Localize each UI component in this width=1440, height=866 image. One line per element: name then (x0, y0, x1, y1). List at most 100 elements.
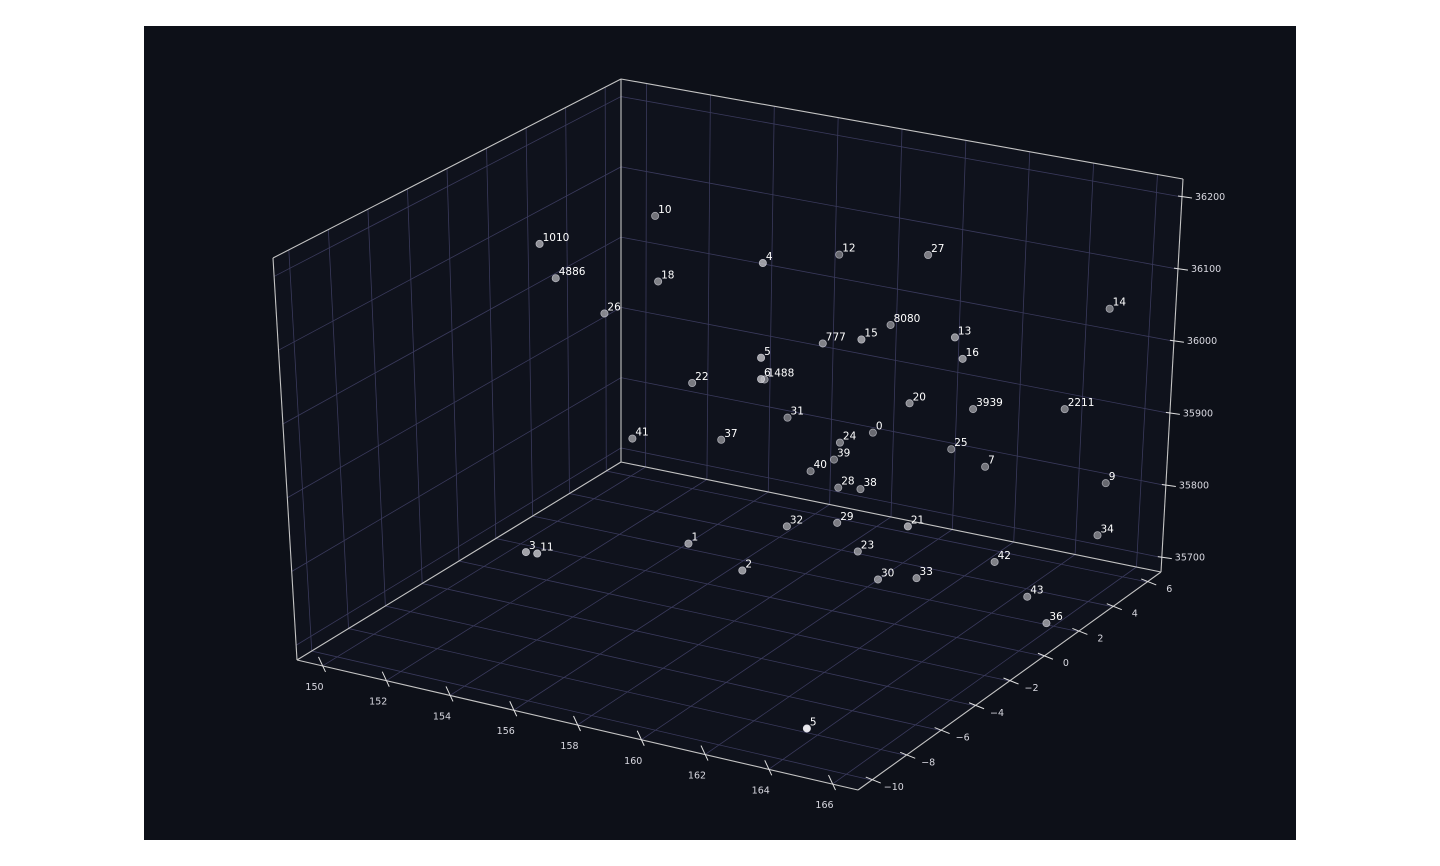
tick-labels: 150152154156158160162164166−10−8−6−4−202… (305, 192, 1225, 811)
z-tick-label: 35800 (1179, 480, 1209, 491)
x-tick (573, 715, 581, 732)
data-point-label: 38 (863, 477, 876, 489)
x-tick-label: 158 (560, 741, 578, 752)
x-tick (636, 730, 645, 746)
data-point-label: 40 (814, 459, 827, 471)
data-point-label: 11 (540, 542, 553, 554)
x-tick-label: 152 (369, 697, 387, 708)
x-tick-label: 160 (624, 756, 642, 767)
x-tick-label: 166 (815, 800, 833, 811)
data-point (924, 251, 933, 260)
data-point-label: 0 (876, 421, 883, 433)
x-tick (445, 686, 454, 702)
z-tick (1173, 267, 1189, 271)
data-point-label: 30 (881, 567, 894, 579)
data-point (950, 333, 959, 342)
data-point-label: 2 (745, 558, 752, 570)
x-tick-label: 154 (433, 711, 451, 722)
y-tick-label: −8 (921, 757, 935, 768)
x-tick-label: 162 (688, 771, 706, 782)
data-point-label: 13 (958, 325, 971, 337)
x-tick-label: 156 (497, 726, 515, 737)
data-point-label: 34 (1100, 523, 1114, 535)
z-tick-label: 36100 (1191, 264, 1221, 275)
y-tick (1072, 627, 1088, 635)
z-tick-label: 35900 (1183, 408, 1213, 419)
data-point-label: 26 (607, 301, 621, 313)
data-point (853, 547, 862, 556)
data-point (782, 522, 791, 531)
data-point-label: 4 (766, 251, 773, 263)
data-point-label: 18 (661, 269, 674, 281)
data-point (758, 259, 767, 268)
axis-edge (857, 571, 1162, 791)
x-tick-label: 150 (305, 682, 323, 693)
y-tick (1003, 677, 1019, 685)
data-point (905, 399, 914, 408)
data-point (1060, 405, 1069, 414)
data-point-label: 16 (966, 347, 980, 359)
x-tick (828, 774, 836, 791)
data-point (757, 375, 766, 384)
data-point-label: 1488 (768, 367, 795, 379)
data-point (628, 434, 637, 443)
data-point (521, 548, 530, 557)
data-point (835, 250, 844, 259)
z-tick (1157, 556, 1172, 560)
data-point-label: 8080 (894, 313, 921, 325)
x-tick (318, 656, 326, 673)
data-point-label: 33 (920, 566, 933, 578)
data-point (802, 724, 811, 733)
z-tick (1161, 483, 1176, 487)
data-point (886, 320, 895, 329)
data-point-label: 43 (1030, 585, 1043, 597)
y-tick (968, 702, 985, 710)
data-point-label: 25 (954, 437, 967, 449)
data-point-label: 6 (764, 367, 771, 379)
tick-marks (318, 195, 1193, 791)
data-point-label: 3939 (976, 397, 1003, 409)
y-tick (900, 751, 916, 759)
data-point-label: 24 (843, 431, 857, 443)
data-point-label: 15 (864, 327, 877, 339)
data-point-label: 22 (695, 371, 708, 383)
data-point (757, 353, 766, 362)
data-point-label: 1 (691, 532, 698, 544)
data-point-label: 21 (911, 514, 924, 526)
figure: 150 152 154 156 158 160 162 164 166 −10 −8 −6 −4 −2 0 2… (144, 26, 1296, 840)
z-tick (1165, 411, 1180, 415)
data-point-label: 28 (841, 476, 854, 488)
data-point (912, 574, 921, 583)
data-point (903, 522, 912, 531)
z-tick (1169, 339, 1184, 343)
data-point (856, 485, 865, 494)
data-points (521, 211, 1114, 733)
data-point-label: 36 (1049, 611, 1063, 623)
scatter-3d-plot: 150152154156158160162164166−10−8−6−4−202… (144, 26, 1296, 840)
x-tick-label: 164 (752, 785, 770, 796)
data-point-label: 9 (1109, 471, 1116, 483)
data-point (1101, 479, 1110, 488)
data-point (868, 428, 877, 437)
y-tick-label: 4 (1132, 609, 1138, 620)
z-tick-label: 36000 (1187, 336, 1217, 347)
data-point (783, 413, 792, 422)
data-point (857, 335, 866, 344)
data-point (651, 211, 660, 220)
data-point (806, 467, 815, 476)
data-point (818, 339, 827, 348)
data-point-label: 39 (837, 448, 850, 460)
y-tick-label: −10 (884, 782, 904, 793)
data-point (551, 274, 560, 283)
z-tick (1177, 195, 1193, 199)
data-point (1023, 592, 1032, 601)
y-tick (1037, 652, 1054, 660)
data-point (533, 549, 542, 558)
data-point-label: 777 (826, 331, 846, 343)
data-point-label: 42 (998, 550, 1011, 562)
x-tick (764, 760, 773, 776)
y-tick-label: 6 (1166, 584, 1172, 595)
data-point-label: 23 (861, 539, 874, 551)
data-point (600, 309, 609, 318)
